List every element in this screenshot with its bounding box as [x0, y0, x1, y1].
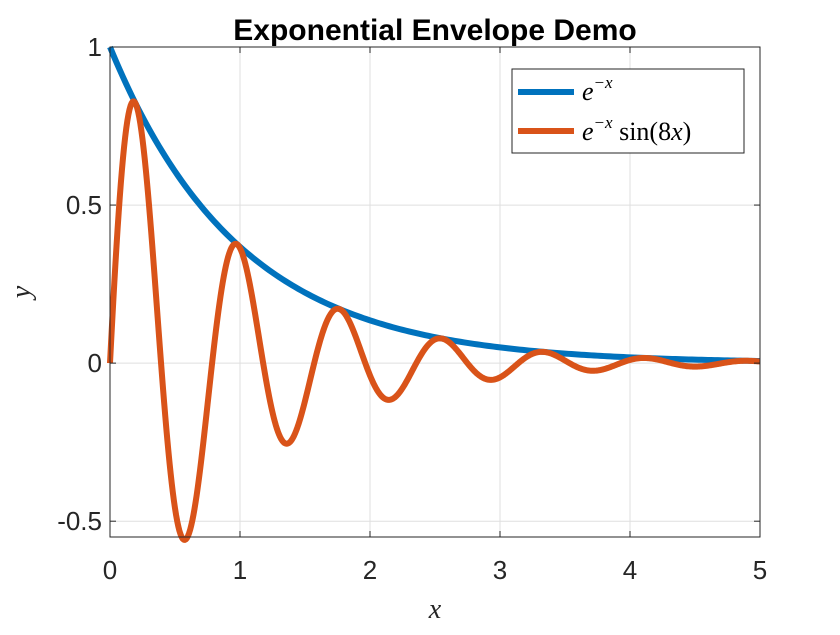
- y-tick-label: 0.5: [66, 190, 102, 220]
- x-tick-label: 2: [363, 555, 377, 585]
- x-axis-label: x: [428, 594, 442, 625]
- x-tick-label: 5: [753, 555, 767, 585]
- x-tick-label: 3: [493, 555, 507, 585]
- legend-label-2: e−x sin(8x): [582, 113, 691, 146]
- x-tick-label: 1: [233, 555, 247, 585]
- y-axis-label: y: [6, 285, 37, 301]
- chart-title: Exponential Envelope Demo: [233, 14, 636, 47]
- tick-labels: 0 1 2 3 4 5-0.500.51: [57, 32, 767, 585]
- x-tick-label: 4: [623, 555, 637, 585]
- y-tick-label: 1: [88, 32, 102, 62]
- series-group: [107, 45, 762, 543]
- plot-frame: [109, 46, 761, 538]
- series-line-2: [107, 98, 762, 543]
- y-tick-label: 0: [88, 348, 102, 378]
- tick-marks: [109, 46, 761, 537]
- y-tick-label: -0.5: [57, 506, 102, 536]
- x-tick-label: 0: [103, 555, 117, 585]
- legend: e−x e−x sin(8x): [511, 68, 745, 154]
- legend-box: [511, 68, 745, 154]
